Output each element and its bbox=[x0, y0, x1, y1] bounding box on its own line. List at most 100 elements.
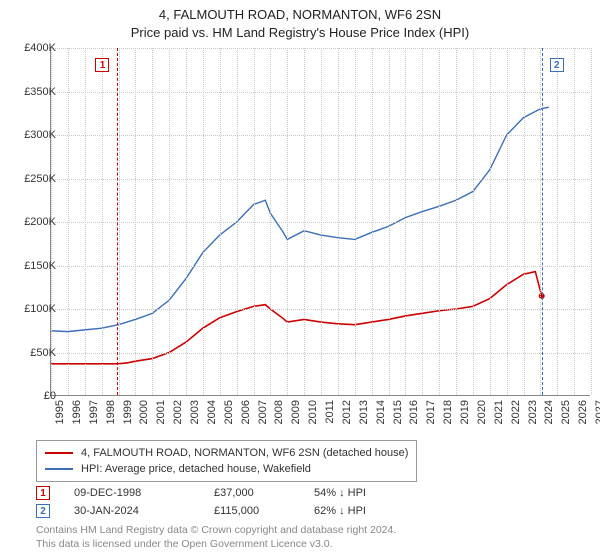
x-axis-label: 2015 bbox=[392, 400, 404, 424]
x-axis-label: 2021 bbox=[493, 400, 505, 424]
gridline-v bbox=[237, 48, 238, 395]
title-subtitle: Price paid vs. HM Land Registry's House … bbox=[0, 24, 600, 42]
y-axis-label: £200K bbox=[10, 216, 56, 228]
x-axis-label: 2019 bbox=[459, 400, 471, 424]
gridline-v bbox=[321, 48, 322, 395]
series-line bbox=[51, 107, 549, 331]
x-axis-label: 2024 bbox=[543, 400, 555, 424]
event-marker-badge: 1 bbox=[95, 58, 109, 72]
y-axis-label: £100K bbox=[10, 303, 56, 315]
footer-attribution: Contains HM Land Registry data © Crown c… bbox=[36, 524, 396, 551]
event-marker-line bbox=[542, 48, 543, 395]
gridline-v bbox=[270, 48, 271, 395]
gridline-v bbox=[490, 48, 491, 395]
gridline-v bbox=[557, 48, 558, 395]
gridline-v bbox=[591, 48, 592, 395]
x-axis-label: 2016 bbox=[408, 400, 420, 424]
x-axis-label: 2017 bbox=[425, 400, 437, 424]
x-axis-label: 2025 bbox=[560, 400, 572, 424]
x-axis-label: 2009 bbox=[290, 400, 302, 424]
y-axis-label: £400K bbox=[10, 42, 56, 54]
x-axis-label: 2003 bbox=[189, 400, 201, 424]
gridline-v bbox=[574, 48, 575, 395]
x-axis-label: 1999 bbox=[122, 400, 134, 424]
legend-label: 4, FALMOUTH ROAD, NORMANTON, WF6 2SN (de… bbox=[81, 447, 408, 459]
series-line bbox=[51, 272, 542, 364]
gridline-v bbox=[203, 48, 204, 395]
x-axis-label: 2018 bbox=[442, 400, 454, 424]
x-axis-label: 2012 bbox=[341, 400, 353, 424]
x-axis-label: 1997 bbox=[88, 400, 100, 424]
price-event-date: 09-DEC-1998 bbox=[74, 487, 214, 499]
gridline-v bbox=[135, 48, 136, 395]
x-axis-label: 1995 bbox=[54, 400, 66, 424]
price-event-vs-hpi: 62% ↓ HPI bbox=[314, 505, 434, 517]
x-axis-label: 2005 bbox=[223, 400, 235, 424]
x-axis-label: 2013 bbox=[358, 400, 370, 424]
chart-container: 4, FALMOUTH ROAD, NORMANTON, WF6 2SN Pri… bbox=[0, 0, 600, 560]
price-event-badge: 2 bbox=[36, 504, 50, 518]
gridline-v bbox=[389, 48, 390, 395]
gridline-v bbox=[338, 48, 339, 395]
x-axis-label: 2008 bbox=[273, 400, 285, 424]
title-address: 4, FALMOUTH ROAD, NORMANTON, WF6 2SN bbox=[0, 6, 600, 24]
gridline-v bbox=[524, 48, 525, 395]
x-axis-label: 1996 bbox=[71, 400, 83, 424]
gridline-v bbox=[186, 48, 187, 395]
gridline-v bbox=[372, 48, 373, 395]
x-axis-label: 2020 bbox=[476, 400, 488, 424]
legend-box: 4, FALMOUTH ROAD, NORMANTON, WF6 2SN (de… bbox=[36, 440, 417, 482]
x-axis-label: 1998 bbox=[105, 400, 117, 424]
x-axis-label: 2004 bbox=[206, 400, 218, 424]
price-event-date: 30-JAN-2024 bbox=[74, 505, 214, 517]
price-event-vs-hpi: 54% ↓ HPI bbox=[314, 487, 434, 499]
x-axis-label: 2001 bbox=[155, 400, 167, 424]
gridline-v bbox=[85, 48, 86, 395]
event-marker-line bbox=[117, 48, 118, 395]
gridline-v bbox=[119, 48, 120, 395]
x-axis-label: 2011 bbox=[324, 400, 336, 424]
price-event-amount: £115,000 bbox=[214, 505, 314, 517]
x-axis-label: 2027 bbox=[594, 400, 600, 424]
legend-swatch bbox=[45, 452, 73, 454]
x-axis-label: 2014 bbox=[375, 400, 387, 424]
y-axis-label: £150K bbox=[10, 260, 56, 272]
x-axis-label: 2000 bbox=[138, 400, 150, 424]
footer-line1: Contains HM Land Registry data © Crown c… bbox=[36, 524, 396, 538]
legend-label: HPI: Average price, detached house, Wake… bbox=[81, 463, 311, 475]
y-axis-label: £250K bbox=[10, 173, 56, 185]
gridline-v bbox=[102, 48, 103, 395]
price-event-row: 2 30-JAN-2024£115,00062% ↓ HPI bbox=[36, 502, 434, 520]
event-marker-badge: 2 bbox=[550, 58, 564, 72]
y-axis-label: £350K bbox=[10, 86, 56, 98]
legend-item: 4, FALMOUTH ROAD, NORMANTON, WF6 2SN (de… bbox=[45, 445, 408, 461]
price-events-table: 1 09-DEC-1998£37,00054% ↓ HPI 2 30-JAN-2024… bbox=[36, 484, 434, 520]
x-axis-label: 2006 bbox=[240, 400, 252, 424]
gridline-v bbox=[355, 48, 356, 395]
gridline-v bbox=[507, 48, 508, 395]
legend-swatch bbox=[45, 468, 73, 470]
gridline-v bbox=[304, 48, 305, 395]
title-block: 4, FALMOUTH ROAD, NORMANTON, WF6 2SN Pri… bbox=[0, 0, 600, 41]
x-axis-label: 2010 bbox=[307, 400, 319, 424]
gridline-v bbox=[439, 48, 440, 395]
footer-line2: This data is licensed under the Open Gov… bbox=[36, 538, 396, 552]
x-axis-label: 2022 bbox=[510, 400, 522, 424]
gridline-v bbox=[456, 48, 457, 395]
x-axis-label: 2023 bbox=[527, 400, 539, 424]
plot-area: 12 bbox=[50, 48, 590, 396]
gridline-v bbox=[473, 48, 474, 395]
x-axis-label: 2026 bbox=[577, 400, 589, 424]
legend-item: HPI: Average price, detached house, Wake… bbox=[45, 461, 408, 477]
gridline-v bbox=[405, 48, 406, 395]
price-event-badge: 1 bbox=[36, 486, 50, 500]
price-event-amount: £37,000 bbox=[214, 487, 314, 499]
gridline-v bbox=[422, 48, 423, 395]
y-axis-label: £0 bbox=[10, 390, 56, 402]
gridline-v bbox=[254, 48, 255, 395]
gridline-v bbox=[68, 48, 69, 395]
y-axis-label: £300K bbox=[10, 129, 56, 141]
gridline-v bbox=[169, 48, 170, 395]
price-event-row: 1 09-DEC-1998£37,00054% ↓ HPI bbox=[36, 484, 434, 502]
gridline-v bbox=[220, 48, 221, 395]
